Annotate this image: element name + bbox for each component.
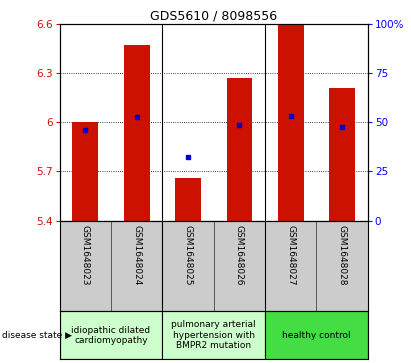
Text: GSM1648024: GSM1648024 xyxy=(132,225,141,286)
Text: GSM1648026: GSM1648026 xyxy=(235,225,244,286)
Text: GSM1648023: GSM1648023 xyxy=(81,225,90,286)
Text: GSM1648027: GSM1648027 xyxy=(286,225,295,286)
Bar xyxy=(162,311,265,359)
Bar xyxy=(278,25,304,221)
Title: GDS5610 / 8098556: GDS5610 / 8098556 xyxy=(150,9,277,23)
Bar xyxy=(60,311,162,359)
Bar xyxy=(329,88,355,221)
Text: GSM1648028: GSM1648028 xyxy=(338,225,346,286)
Text: healthy control: healthy control xyxy=(282,331,351,340)
Text: pulmonary arterial
hypertension with
BMPR2 mutation: pulmonary arterial hypertension with BMP… xyxy=(171,321,256,350)
Text: idiopathic dilated
cardiomyopathy: idiopathic dilated cardiomyopathy xyxy=(72,326,150,345)
Bar xyxy=(124,45,150,221)
Bar xyxy=(175,178,201,221)
Bar xyxy=(265,311,368,359)
Text: GSM1648025: GSM1648025 xyxy=(184,225,192,286)
Bar xyxy=(72,122,98,221)
Text: disease state ▶: disease state ▶ xyxy=(2,331,72,340)
Bar xyxy=(226,78,252,221)
